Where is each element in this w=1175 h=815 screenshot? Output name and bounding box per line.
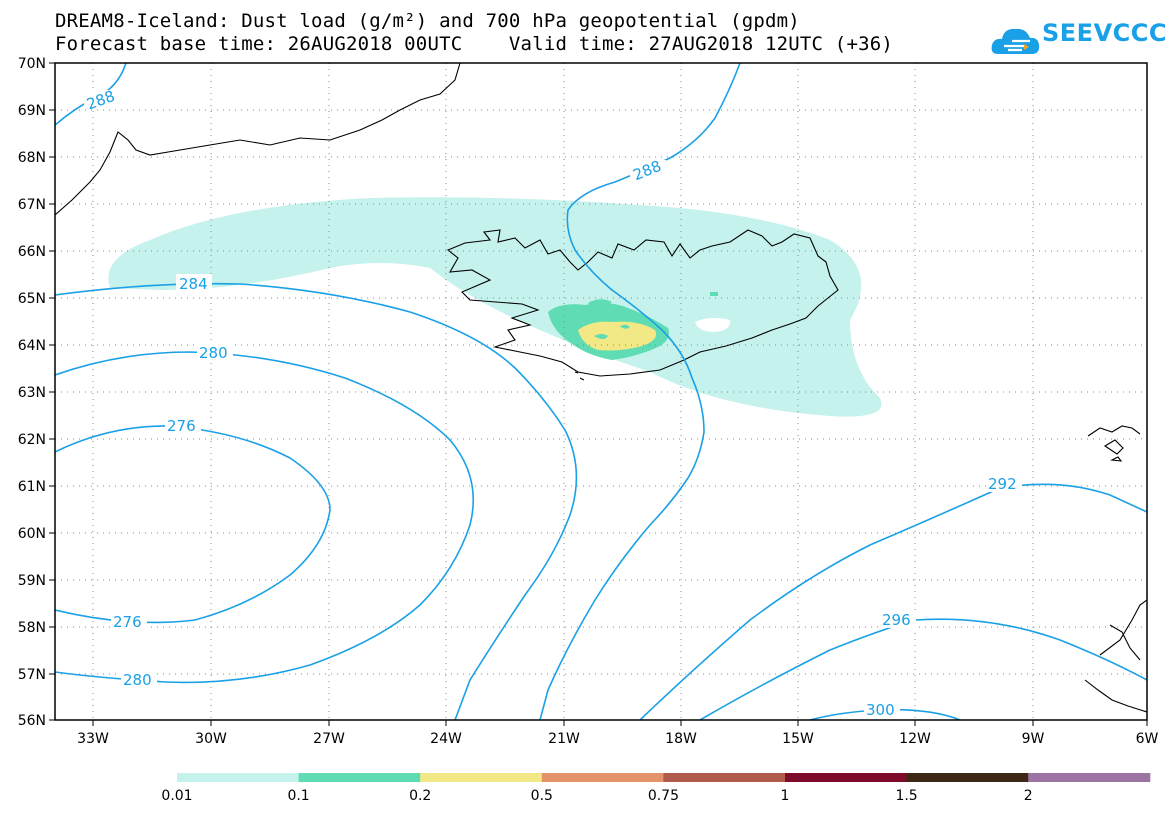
lat-label: 63N bbox=[18, 385, 46, 401]
contour-276 bbox=[55, 425, 331, 624]
scotland-coastline bbox=[1084, 599, 1147, 713]
lon-label: 9W bbox=[1022, 731, 1045, 747]
colorbar-label: 0.75 bbox=[648, 788, 679, 804]
lat-label: 66N bbox=[18, 244, 46, 260]
lon-labels: 33W 30W 27W 24W 21W 18W 15W 12W 9W 6W bbox=[77, 731, 1158, 747]
cloud-icon bbox=[991, 28, 1040, 54]
contour-284 bbox=[55, 282, 578, 720]
colorbar-label: 0.01 bbox=[161, 788, 192, 804]
lat-label: 61N bbox=[18, 479, 46, 495]
lon-label: 24W bbox=[430, 731, 462, 747]
greenland-coastline bbox=[55, 63, 461, 216]
contour-label-292: 292 bbox=[988, 475, 1017, 493]
contour-292 bbox=[639, 483, 1147, 720]
lat-label: 58N bbox=[18, 620, 46, 636]
contour-label-284: 284 bbox=[179, 275, 208, 293]
colorbar-label: 1 bbox=[781, 788, 790, 804]
colorbar-label: 2 bbox=[1024, 788, 1033, 804]
lat-label: 70N bbox=[18, 56, 46, 72]
lon-label: 33W bbox=[77, 731, 109, 747]
lon-label: 6W bbox=[1136, 731, 1159, 747]
colorbar-segment bbox=[541, 773, 664, 782]
lon-label: 27W bbox=[313, 731, 345, 747]
colorbar-segment bbox=[785, 773, 908, 782]
contour-label-280-bottom: 280 bbox=[123, 671, 152, 689]
lat-label: 56N bbox=[18, 713, 46, 729]
lon-label: 15W bbox=[782, 731, 814, 747]
lat-label: 65N bbox=[18, 291, 46, 307]
colorbar-segment bbox=[420, 773, 543, 782]
map-graticule bbox=[55, 63, 1147, 720]
map-title-line-2: Forecast base time: 26AUG2018 00UTC Vali… bbox=[55, 33, 894, 55]
lon-label: 30W bbox=[195, 731, 227, 747]
colorbar-segment bbox=[663, 773, 786, 782]
lon-label: 21W bbox=[548, 731, 580, 747]
dust-area-light bbox=[108, 197, 882, 417]
contour-296 bbox=[699, 618, 1147, 720]
contour-label-300: 300 bbox=[866, 701, 895, 719]
lat-labels: 70N 69N 68N 67N 66N 65N 64N 63N 62N 61N … bbox=[18, 56, 46, 729]
dust-load-shading bbox=[108, 197, 882, 417]
lat-label: 68N bbox=[18, 150, 46, 166]
colorbar-segment bbox=[1028, 773, 1151, 782]
map-title-line-1: DREAM8-Iceland: Dust load (g/m²) and 700… bbox=[55, 10, 800, 32]
colorbar-segment bbox=[906, 773, 1029, 782]
lat-label: 62N bbox=[18, 432, 46, 448]
colorbar-segment bbox=[298, 773, 421, 782]
colorbar-label: 0.5 bbox=[531, 788, 553, 804]
lon-label: 12W bbox=[899, 731, 931, 747]
contour-label-276-top: 276 bbox=[167, 417, 196, 435]
logo-text: SEEVCCC bbox=[1042, 19, 1167, 47]
contour-label-280-top: 280 bbox=[199, 344, 228, 362]
colorbar-label: 0.1 bbox=[287, 788, 309, 804]
contour-label-296: 296 bbox=[882, 611, 911, 629]
faroe-islands bbox=[1087, 425, 1141, 462]
lat-label: 60N bbox=[18, 526, 46, 542]
lat-ticks bbox=[49, 62, 55, 721]
colorbar: 0.01 0.1 0.2 0.5 0.75 1 1.5 2 bbox=[161, 773, 1151, 804]
dust-area-high bbox=[578, 321, 657, 351]
coastlines bbox=[55, 63, 1147, 713]
lat-label: 67N bbox=[18, 197, 46, 213]
colorbar-label: 0.2 bbox=[409, 788, 431, 804]
lat-label: 69N bbox=[18, 103, 46, 119]
contour-label-276-bottom: 276 bbox=[113, 613, 142, 631]
contour-280 bbox=[55, 351, 475, 684]
iceland-coastline bbox=[446, 229, 839, 377]
colorbar-label: 1.5 bbox=[895, 788, 917, 804]
lat-label: 59N bbox=[18, 573, 46, 589]
lon-ticks bbox=[92, 720, 1148, 726]
lat-label: 57N bbox=[18, 667, 46, 683]
colorbar-segment bbox=[177, 773, 300, 782]
lat-label: 64N bbox=[18, 338, 46, 354]
westman-islands bbox=[574, 371, 585, 381]
lon-label: 18W bbox=[665, 731, 697, 747]
